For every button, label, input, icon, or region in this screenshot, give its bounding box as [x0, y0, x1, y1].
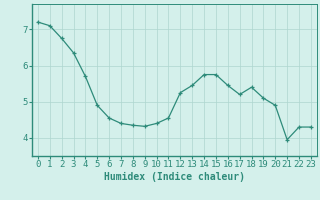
X-axis label: Humidex (Indice chaleur): Humidex (Indice chaleur) — [104, 172, 245, 182]
